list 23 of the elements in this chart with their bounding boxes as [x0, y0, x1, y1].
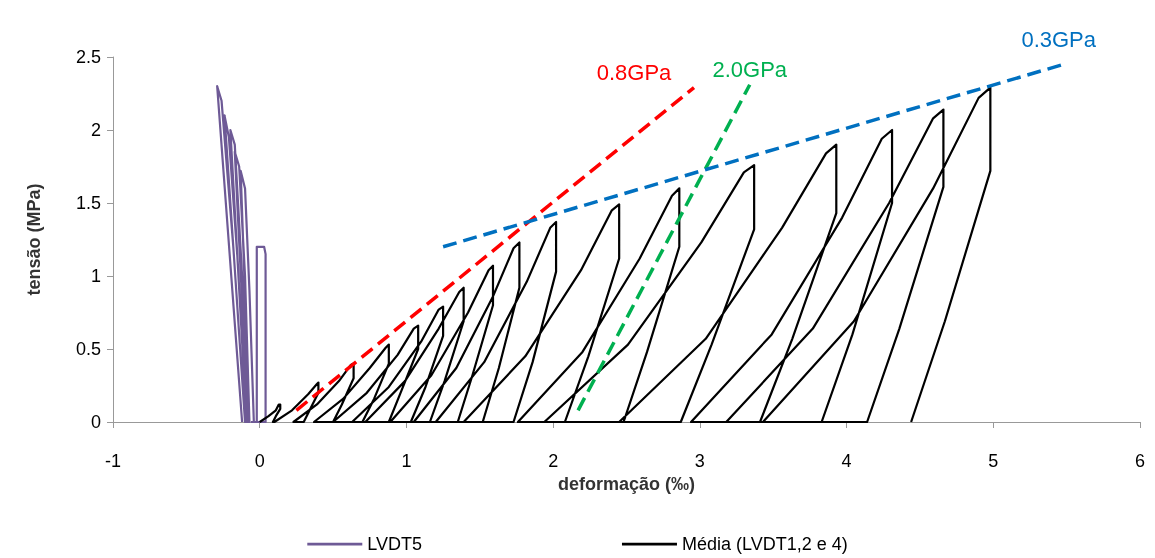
- x-tick-label: 1: [401, 451, 412, 471]
- x-tick-label: 0: [254, 451, 265, 471]
- y-tick-label: 1: [90, 266, 101, 286]
- y-tick-label: 0: [90, 412, 101, 432]
- x-tick-label: 5: [988, 451, 999, 471]
- annotation: 2.0GPa: [712, 57, 788, 83]
- y-tick-label: 2: [90, 120, 101, 140]
- x-tick-label: -1: [104, 451, 122, 471]
- x-axis-title: deformação (‰): [557, 473, 696, 494]
- y-tick-label: 1.5: [75, 193, 101, 213]
- y-tick-label: 0.5: [75, 339, 101, 359]
- annotation: 0.8GPa: [596, 60, 673, 86]
- line-series: [258, 86, 992, 424]
- x-tick-label: 6: [1134, 451, 1146, 471]
- text: 0.3GPa: [1021, 26, 1097, 52]
- line-series: [216, 85, 267, 424]
- y-axis-title: tensão (MPa): [24, 183, 44, 296]
- legend-label: Média (LVDT1,2 e 4): [681, 534, 848, 554]
- x-tick-label: 2: [548, 451, 559, 471]
- legend-label: LVDT5: [367, 534, 422, 554]
- x-tick-label: 3: [694, 451, 705, 471]
- y-tick-label: 2.5: [75, 47, 101, 67]
- x-tick-label: 4: [841, 451, 852, 471]
